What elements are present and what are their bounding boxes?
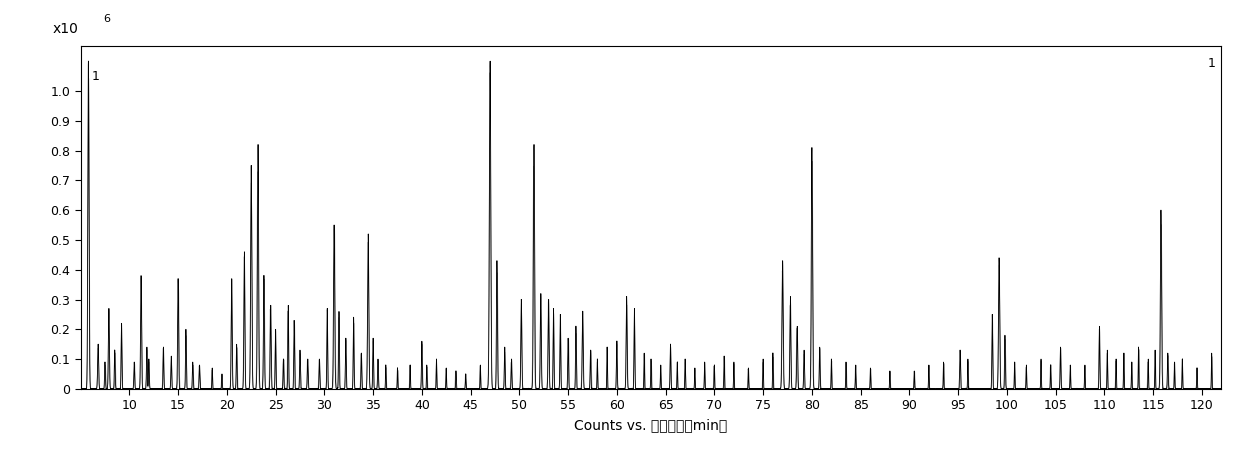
Text: x10: x10: [52, 22, 78, 36]
X-axis label: Counts vs. 采集时间（min）: Counts vs. 采集时间（min）: [574, 418, 728, 432]
Text: 1: 1: [92, 69, 99, 82]
Text: 6: 6: [103, 14, 110, 24]
Text: 1: 1: [1208, 56, 1215, 69]
